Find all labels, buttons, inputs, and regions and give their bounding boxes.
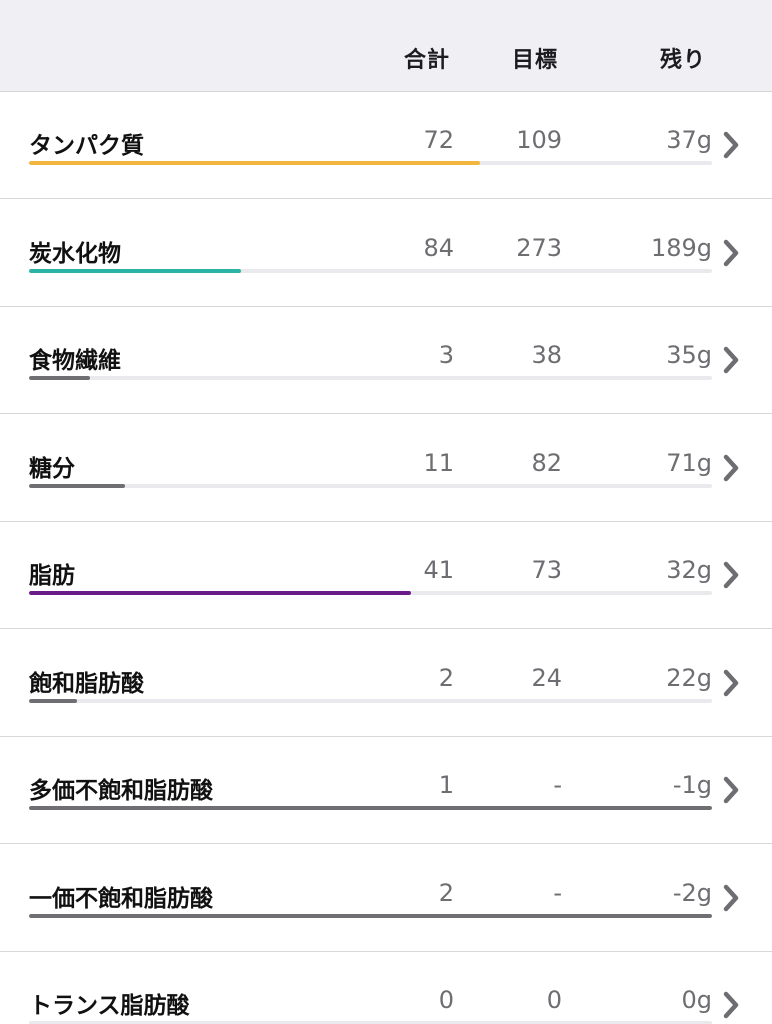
header-total-label: 合計 [404, 48, 451, 73]
nutrient-name: 脂肪 [29, 563, 75, 589]
nutrient-total: 72 [423, 126, 454, 154]
progress-fill [29, 376, 91, 380]
progress-fill [29, 698, 77, 703]
progress-fill [29, 483, 125, 488]
nutrient-total: 41 [423, 556, 454, 584]
chevron-right-icon[interactable] [722, 238, 740, 268]
progress-fill [29, 591, 412, 595]
nutrient-row[interactable]: 多価不飽和脂肪酸 1 - -1g [0, 737, 772, 844]
nutrient-total: 0 [438, 986, 454, 1014]
progress-fill [29, 161, 480, 165]
nutrient-name: 炭水化物 [29, 240, 121, 267]
nutrient-goal: - [553, 878, 562, 907]
nutrient-name: 糖分 [29, 455, 75, 482]
progress-track [29, 268, 712, 273]
nutrient-goal: 109 [516, 126, 562, 154]
nutrient-row[interactable]: 一価不飽和脂肪酸 2 - -2g [0, 845, 772, 952]
nutrient-remaining: 35g [666, 341, 712, 369]
nutrient-total: 2 [438, 878, 454, 907]
nutrient-goal: 24 [531, 663, 562, 692]
chevron-right-icon[interactable] [722, 453, 740, 483]
progress-track [29, 806, 712, 810]
nutrient-name: 一価不飽和脂肪酸 [29, 885, 213, 912]
progress-track [29, 591, 712, 595]
nutrient-goal: - [553, 771, 562, 799]
nutrient-row[interactable]: 食物繊維 3 38 35g [0, 307, 772, 414]
progress-fill [29, 806, 712, 810]
progress-track [29, 376, 712, 380]
nutrient-goal: 82 [531, 448, 562, 477]
nutrient-total: 3 [438, 341, 454, 369]
nutrient-remaining: 37g [666, 126, 712, 154]
nutrient-remaining: 71g [666, 448, 712, 477]
header-remaining-label: 残り [660, 48, 707, 73]
nutrient-row[interactable]: 炭水化物 84 273 189g [0, 200, 772, 307]
nutrient-goal: 73 [531, 556, 562, 584]
nutrient-goal: 38 [531, 341, 562, 369]
progress-track [29, 1021, 712, 1024]
nutrient-name: 多価不飽和脂肪酸 [29, 778, 213, 804]
nutrient-goal: 0 [546, 986, 562, 1014]
nutrient-row[interactable]: 飽和脂肪酸 2 24 22g [0, 630, 772, 737]
column-header: 合計 目標 残り [0, 0, 772, 92]
nutrient-remaining: -2g [672, 878, 712, 907]
progress-fill [29, 913, 712, 918]
nutrient-total: 11 [423, 448, 454, 477]
chevron-right-icon[interactable] [722, 990, 740, 1020]
nutrient-total: 84 [423, 233, 454, 262]
nutrient-row[interactable]: トランス脂肪酸 0 0 0g [0, 952, 772, 1024]
nutrient-name: タンパク質 [29, 133, 144, 159]
header-goal-label: 目標 [512, 48, 559, 73]
nutrient-remaining: -1g [672, 771, 712, 799]
nutrient-name: 食物繊維 [29, 348, 121, 374]
chevron-right-icon[interactable] [722, 130, 740, 160]
progress-fill [29, 268, 241, 273]
nutrient-remaining: 22g [666, 663, 712, 692]
nutrient-remaining: 0g [681, 986, 712, 1014]
progress-track [29, 913, 712, 918]
progress-track [29, 161, 712, 165]
progress-track [29, 698, 712, 703]
nutrient-row[interactable]: 糖分 11 82 71g [0, 415, 772, 522]
nutrient-row[interactable]: 脂肪 41 73 32g [0, 522, 772, 629]
nutrient-name: トランス脂肪酸 [29, 993, 190, 1019]
progress-track [29, 483, 712, 488]
nutrient-remaining: 32g [666, 556, 712, 584]
nutrient-total: 1 [438, 771, 454, 799]
nutrient-row[interactable]: タンパク質 72 109 37g [0, 92, 772, 199]
chevron-right-icon[interactable] [722, 668, 740, 698]
nutrient-name: 飽和脂肪酸 [29, 670, 144, 697]
chevron-right-icon[interactable] [722, 883, 740, 913]
nutrient-remaining: 189g [650, 233, 712, 262]
chevron-right-icon[interactable] [722, 775, 740, 805]
nutrient-goal: 273 [516, 233, 562, 262]
chevron-right-icon[interactable] [722, 560, 740, 590]
nutrient-total: 2 [438, 663, 454, 692]
chevron-right-icon[interactable] [722, 345, 740, 375]
